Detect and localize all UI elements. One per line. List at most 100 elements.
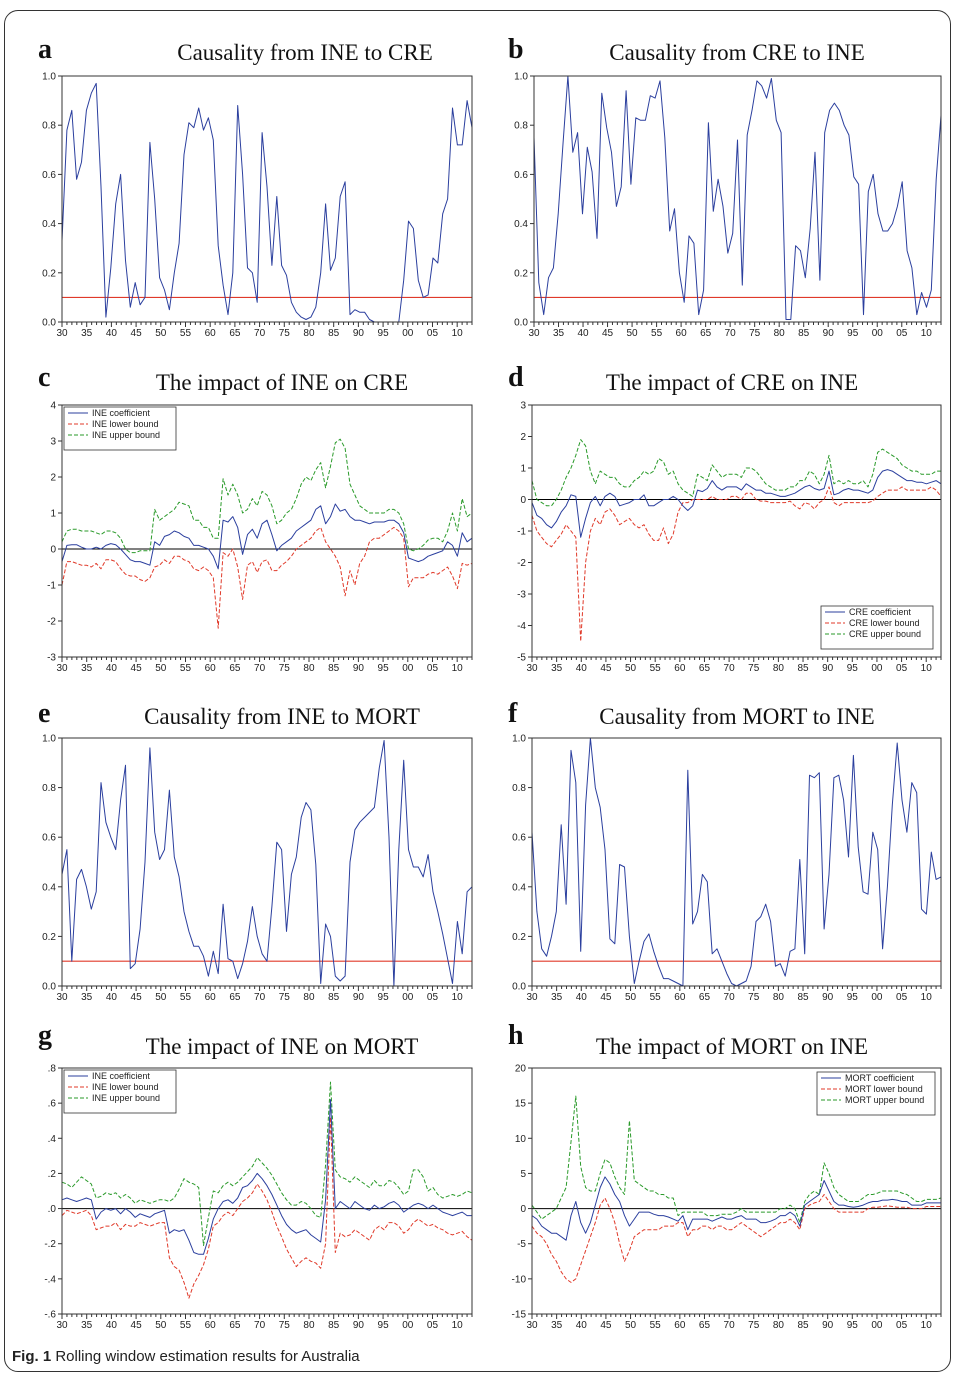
x-tick-label: 90 xyxy=(353,992,365,1003)
x-tick-label: 05 xyxy=(896,663,908,674)
x-tick-label: 10 xyxy=(921,663,933,674)
chart-b: 0.0 0.2 0.4 0.6 0.8 1.0 30 35 40 45 50 55 60 65 70 75 80… xyxy=(514,72,942,339)
y-tick-label: -10 xyxy=(512,1274,527,1285)
x-tick-label: 00 xyxy=(871,663,883,674)
series-line-upper xyxy=(531,1095,942,1224)
x-tick-label: 60 xyxy=(674,1320,686,1331)
panel-d: -5 -4 -3 -2 -1 0 1 2 3 30 35 40 45 50 55 60 65 70 75 80 85 90… xyxy=(517,401,942,674)
x-tick-label: 45 xyxy=(600,992,612,1003)
x-tick-label: 10 xyxy=(452,1320,464,1331)
y-tick-label: 20 xyxy=(515,1064,527,1075)
x-tick-label: 30 xyxy=(56,992,68,1003)
figure-caption: Fig. 1 Rolling window estimation results… xyxy=(12,1348,360,1365)
caption-text: Rolling window estimation results for Au… xyxy=(55,1348,360,1365)
x-tick-label: 50 xyxy=(627,328,639,339)
x-tick-label: 65 xyxy=(699,992,711,1003)
y-tick-label: 2 xyxy=(50,473,56,484)
series-line-coef xyxy=(61,740,473,987)
x-tick-label: 65 xyxy=(229,1320,241,1331)
x-tick-label: 85 xyxy=(328,992,340,1003)
y-tick-label: 0.6 xyxy=(514,170,528,181)
y-tick-label: -3 xyxy=(517,590,526,601)
x-tick-label: 70 xyxy=(724,1320,736,1331)
legend-label-lower: INE lower bound xyxy=(92,1082,159,1092)
legend-label-upper: INE upper bound xyxy=(92,430,160,440)
legend-label-coef: MORT coefficient xyxy=(845,1073,915,1083)
x-tick-label: 75 xyxy=(748,992,760,1003)
x-tick-label: 80 xyxy=(773,663,785,674)
figure-frame xyxy=(4,10,951,1372)
x-tick-label: 00 xyxy=(872,328,884,339)
y-tick-label: 0.0 xyxy=(42,982,56,993)
x-tick-label: 90 xyxy=(822,992,834,1003)
y-tick-label: 1.0 xyxy=(42,72,56,83)
x-tick-label: 70 xyxy=(254,1320,266,1331)
panel-h: -15 -10 -5 0 5 10 15 20 30 35 40 45 50 55 60 65 70 75 80 85… xyxy=(512,1064,942,1331)
x-tick-label: 85 xyxy=(797,1320,809,1331)
y-tick-label: -3 xyxy=(47,653,56,664)
chart-d: -5 -4 -3 -2 -1 0 1 2 3 30 35 40 45 50 55 60 65 70 75 80 85 90… xyxy=(517,401,942,674)
legend-box xyxy=(820,605,934,650)
x-tick-label: 45 xyxy=(131,663,143,674)
y-tick-label: -1 xyxy=(517,527,526,538)
series-line-coef xyxy=(533,75,942,320)
panel-title-c: The impact of INE on CRE xyxy=(155,370,409,395)
series-line-coef xyxy=(61,503,473,570)
panel-letter-c: c xyxy=(38,362,51,393)
x-tick-label: 70 xyxy=(725,328,737,339)
x-tick-label: 75 xyxy=(279,992,291,1003)
panel-f: 0.0 0.2 0.4 0.6 0.8 1.0 30 35 40 45 50 55 60 65 70 75 80… xyxy=(512,734,942,1003)
x-tick-label: 75 xyxy=(279,663,291,674)
x-tick-label: 45 xyxy=(602,328,614,339)
series-line-upper xyxy=(61,438,473,554)
x-tick-label: 60 xyxy=(205,663,217,674)
x-tick-label: 65 xyxy=(699,663,711,674)
series-line-coef xyxy=(531,737,942,987)
y-tick-label: 0.6 xyxy=(512,833,526,844)
x-tick-label: 55 xyxy=(180,992,192,1003)
x-tick-label: 60 xyxy=(674,663,686,674)
y-tick-label: 15 xyxy=(515,1099,527,1110)
x-tick-label: 70 xyxy=(724,992,736,1003)
x-tick-label: 75 xyxy=(279,328,291,339)
plot-border xyxy=(61,404,473,658)
legend-label-coef: INE coefficient xyxy=(92,1071,150,1081)
y-tick-label: 0 xyxy=(520,495,526,506)
x-tick-label: 50 xyxy=(155,1320,167,1331)
x-tick-label: 80 xyxy=(303,992,315,1003)
panel-title-b: Causality from CRE to INE xyxy=(609,40,865,65)
x-tick-label: 50 xyxy=(155,992,167,1003)
x-tick-label: 65 xyxy=(699,1320,711,1331)
x-tick-label: 50 xyxy=(625,992,637,1003)
x-tick-label: 00 xyxy=(402,1320,414,1331)
x-tick-label: 75 xyxy=(279,1320,291,1331)
x-tick-label: 85 xyxy=(797,663,809,674)
plot-border xyxy=(531,737,942,987)
x-tick-label: 30 xyxy=(528,328,540,339)
chart-a: 0.0 0.2 0.4 0.6 0.8 1.0 30 35 40 45 50 55 60 65 70 75 80… xyxy=(42,72,473,339)
x-tick-label: 05 xyxy=(896,328,908,339)
x-tick-label: 00 xyxy=(402,328,414,339)
x-tick-label: 35 xyxy=(551,992,563,1003)
y-tick-label: 0.2 xyxy=(512,932,526,943)
y-tick-label: .0 xyxy=(48,1204,57,1215)
x-tick-label: 70 xyxy=(724,663,736,674)
plot-border xyxy=(531,404,942,658)
x-tick-label: 40 xyxy=(576,992,588,1003)
y-tick-label: .8 xyxy=(48,1064,57,1075)
x-tick-label: 70 xyxy=(254,663,266,674)
y-tick-label: 0.4 xyxy=(42,882,56,893)
y-tick-label: 0.0 xyxy=(514,318,528,329)
x-tick-label: 45 xyxy=(131,1320,143,1331)
series-line-coef xyxy=(61,1099,472,1255)
x-tick-label: 30 xyxy=(526,1320,538,1331)
x-tick-label: 95 xyxy=(847,663,859,674)
x-tick-label: 80 xyxy=(773,992,785,1003)
x-tick-label: 90 xyxy=(353,1320,365,1331)
y-tick-label: 10 xyxy=(515,1134,527,1145)
x-tick-label: 50 xyxy=(625,1320,637,1331)
x-tick-label: 40 xyxy=(106,1320,118,1331)
x-tick-label: 30 xyxy=(526,663,538,674)
